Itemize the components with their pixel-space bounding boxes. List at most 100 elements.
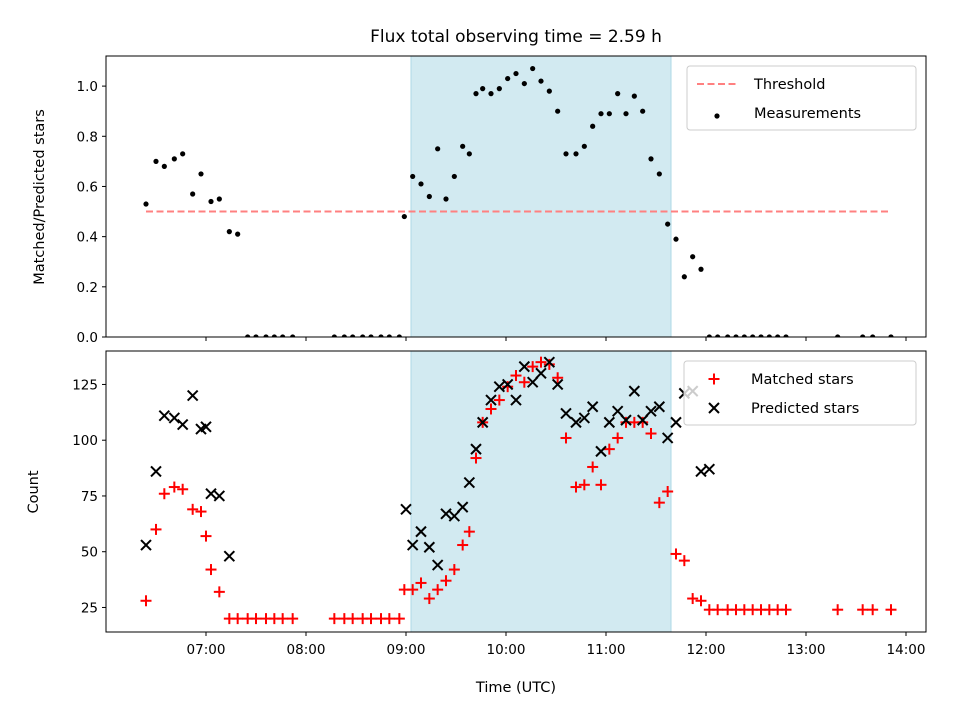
bottom-predicted-stars-point-19-b bbox=[463, 476, 476, 489]
bottom-predicted-stars-point-19 bbox=[463, 476, 476, 489]
bottom-predicted-stars-point-12-b bbox=[406, 539, 419, 551]
bottom-matched-stars-point-32 bbox=[448, 564, 460, 576]
bottom-predicted-stars-point-48-b bbox=[703, 463, 716, 475]
top-measurements-point-69 bbox=[766, 334, 772, 337]
bottom-x-tick-label-7: 14:00 bbox=[887, 642, 926, 658]
bottom-matched-stars-point-45 bbox=[552, 372, 564, 384]
bottom-predicted-stars-point-48 bbox=[703, 463, 716, 475]
bottom-predicted-stars-point-25-b bbox=[510, 394, 522, 406]
bottom-predicted-stars-point-27 bbox=[526, 376, 539, 388]
top-plot-area bbox=[143, 65, 894, 337]
top-measurements-point-61 bbox=[698, 266, 704, 272]
bottom-matched-stars-point-56 bbox=[645, 428, 657, 440]
top-measurements-point-11 bbox=[245, 334, 251, 337]
bottom-predicted-stars-point-0-b bbox=[140, 539, 152, 551]
top-measurements-point-57 bbox=[665, 221, 671, 227]
bottom-predicted-stars-point-17 bbox=[448, 510, 461, 522]
top-chart-title: Flux total observing time = 2.59 h bbox=[370, 27, 662, 47]
bottom-predicted-stars-point-33 bbox=[578, 412, 591, 424]
top-measurements-point-8 bbox=[216, 196, 222, 202]
bottom-matched-stars-point-2 bbox=[158, 488, 170, 500]
bottom-predicted-stars-point-33-b bbox=[578, 412, 591, 424]
top-measurements-point-13 bbox=[263, 334, 269, 337]
bottom-predicted-stars-point-34-b bbox=[586, 401, 599, 413]
top-measurements-point-12 bbox=[253, 334, 259, 337]
top-measurements-point-5 bbox=[190, 191, 196, 197]
top-measurements-point-59 bbox=[681, 274, 687, 280]
top-measurements-point-3 bbox=[171, 156, 177, 162]
top-measurements-point-31 bbox=[451, 173, 457, 180]
bottom-predicted-stars-point-25 bbox=[510, 394, 522, 406]
top-measurements-point-4 bbox=[180, 151, 186, 157]
bottom-predicted-stars-point-22-b bbox=[485, 394, 497, 406]
bottom-y-tick-label-3: 100 bbox=[72, 433, 98, 449]
bottom-matched-stars-point-27 bbox=[407, 584, 419, 596]
bottom-predicted-stars-point-30 bbox=[551, 378, 564, 391]
bottom-predicted-stars-point-42 bbox=[653, 401, 666, 413]
top-measurements-point-22 bbox=[378, 334, 384, 337]
bottom-matched-stars-point-46 bbox=[560, 432, 572, 444]
bottom-predicted-stars-point-5 bbox=[186, 389, 199, 402]
bottom-matched-stars-point-6 bbox=[195, 506, 207, 518]
top-legend-item-0-label: Threshold bbox=[753, 77, 825, 93]
bottom-legend-box bbox=[683, 360, 917, 426]
top-measurements-point-73 bbox=[860, 334, 866, 337]
bottom-matched-stars-point-43 bbox=[535, 356, 547, 368]
bottom-matched-stars-point-47 bbox=[570, 481, 582, 493]
top-measurements-point-20 bbox=[360, 334, 366, 337]
top-measurements-point-55 bbox=[648, 156, 654, 162]
bottom-predicted-stars-point-10 bbox=[223, 550, 236, 562]
top-measurements-point-72 bbox=[835, 334, 841, 337]
bottom-matched-stars-point-38 bbox=[493, 394, 505, 406]
bottom-predicted-stars-point-16 bbox=[440, 508, 452, 520]
bottom-matched-stars-point-74 bbox=[857, 604, 869, 616]
bottom-predicted-stars-point-31-b bbox=[560, 407, 572, 420]
bottom-predicted-stars-point-28-b bbox=[535, 367, 547, 380]
bottom-predicted-stars-point-36-b bbox=[603, 416, 616, 429]
bottom-predicted-stars-point-39-b bbox=[628, 385, 641, 397]
top-legend-item-1-swatch bbox=[714, 113, 720, 119]
bottom-matched-stars-point-0 bbox=[140, 595, 152, 607]
bottom-y-tick-label-0: 25 bbox=[81, 600, 98, 616]
bottom-predicted-stars-point-24-b bbox=[501, 378, 514, 391]
bottom-predicted-stars-point-22 bbox=[485, 394, 497, 406]
bottom-predicted-stars-point-4 bbox=[176, 418, 189, 431]
top-measurements-point-58 bbox=[673, 236, 679, 242]
bottom-matched-stars-point-58 bbox=[662, 486, 674, 497]
top-measurements-point-63 bbox=[715, 334, 721, 337]
bottom-predicted-stars-point-7-b bbox=[200, 421, 212, 433]
bottom-matched-stars-point-16 bbox=[277, 613, 289, 625]
bottom-x-tick-label-4: 11:00 bbox=[587, 642, 626, 658]
bottom-predicted-stars-point-8 bbox=[205, 488, 217, 500]
bottom-predicted-stars-point-18-b bbox=[456, 501, 469, 513]
bottom-matched-stars-point-17 bbox=[287, 613, 299, 625]
bottom-predicted-stars-point-21 bbox=[476, 416, 489, 429]
bottom-predicted-stars-point-31 bbox=[560, 407, 572, 420]
top-measurements-point-46 bbox=[573, 151, 579, 157]
bottom-predicted-stars-point-4-b bbox=[176, 418, 189, 431]
top-y-tick-label-5: 1.0 bbox=[77, 79, 98, 95]
bottom-matched-stars-point-57 bbox=[653, 497, 665, 509]
bottom-predicted-stars-point-47 bbox=[695, 465, 707, 478]
bottom-predicted-stars-point-29-b bbox=[543, 356, 556, 368]
top-measurements-point-23 bbox=[386, 334, 392, 337]
bottom-y-tick-label-4: 125 bbox=[72, 377, 98, 393]
bottom-matched-stars-point-29 bbox=[423, 593, 435, 605]
bottom-legend-item-1-label: Predicted stars bbox=[751, 401, 859, 417]
bottom-matched-stars-point-76 bbox=[885, 604, 897, 616]
top-measurements-point-39 bbox=[513, 70, 519, 77]
top-measurements-point-65 bbox=[733, 334, 739, 337]
bottom-predicted-stars-point-26-b bbox=[518, 360, 531, 373]
top-measurements-point-62 bbox=[706, 334, 712, 337]
bottom-predicted-stars-point-1-b bbox=[150, 465, 162, 478]
bottom-matched-stars-point-42 bbox=[527, 361, 539, 373]
bottom-x-tick-label-0: 07:00 bbox=[187, 642, 226, 658]
top-measurements-point-14 bbox=[271, 334, 277, 337]
bottom-predicted-stars-point-3-b bbox=[168, 412, 181, 424]
bottom-matched-stars-point-8 bbox=[205, 564, 217, 576]
top-measurements-point-54 bbox=[640, 108, 646, 114]
top-measurements-point-43 bbox=[546, 88, 552, 94]
bottom-matched-stars-point-72 bbox=[780, 604, 792, 616]
bottom-predicted-stars-point-14-b bbox=[423, 541, 436, 553]
top-measurements-point-35 bbox=[480, 86, 486, 92]
